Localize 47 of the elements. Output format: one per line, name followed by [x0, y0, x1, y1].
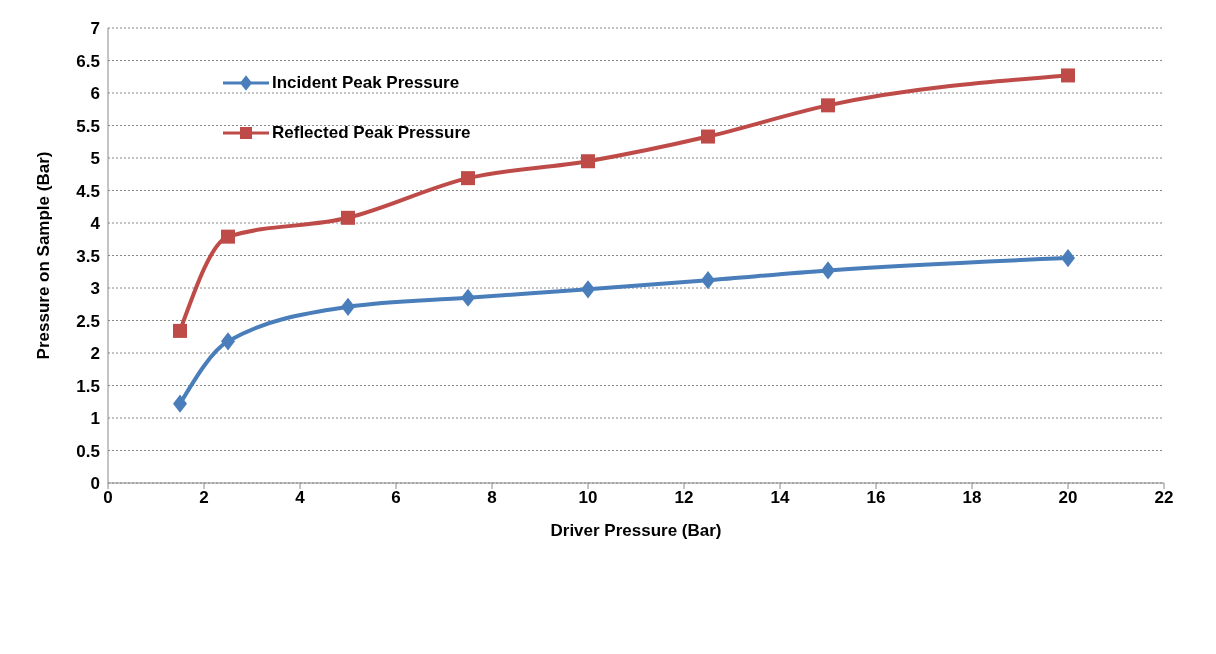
y-tick-label: 4.5 — [76, 181, 100, 201]
point — [821, 98, 835, 113]
x-tick-label: 22 — [1154, 488, 1174, 508]
x-axis-title: Driver Pressure (Bar) — [550, 521, 722, 540]
y-tick-label: 5.5 — [76, 116, 100, 136]
y-tick-label: 0 — [90, 474, 100, 494]
point — [701, 129, 715, 144]
x-tick-label: 6 — [391, 488, 401, 508]
point — [341, 210, 355, 225]
y-tick-label: 3.5 — [76, 246, 100, 266]
point — [701, 271, 715, 290]
y-tick-label: 6.5 — [76, 51, 100, 71]
x-tick-label: 8 — [487, 488, 497, 508]
y-tick-label: 1.5 — [76, 376, 100, 396]
y-tick-label: 2 — [90, 344, 100, 364]
point — [461, 288, 475, 307]
y-tick-label: 6 — [90, 84, 100, 104]
x-tick-label: 16 — [866, 488, 886, 508]
y-tick-label: 5 — [90, 149, 100, 169]
point — [173, 323, 187, 338]
x-tick-label: 0 — [103, 488, 113, 508]
legend-label: Incident Peak Pressure — [272, 73, 460, 93]
y-axis-title: Pressure on Sample (Bar) — [34, 151, 54, 360]
y-tick-label: 1 — [90, 409, 100, 429]
legend-label: Reflected Peak Pressure — [272, 123, 471, 143]
y-tick-label: 4 — [90, 214, 101, 234]
y-tick-label: 7 — [90, 19, 100, 39]
x-tick-label: 14 — [770, 488, 790, 508]
point — [581, 280, 595, 299]
point — [1061, 68, 1075, 83]
x-tick-label: 20 — [1058, 488, 1078, 508]
point — [1061, 249, 1075, 268]
y-tick-label: 2.5 — [76, 311, 100, 331]
x-tick-label: 10 — [578, 488, 598, 508]
point — [581, 154, 595, 169]
x-tick-label: 2 — [199, 488, 209, 508]
point — [221, 332, 235, 351]
point — [341, 297, 355, 316]
y-tick-label: 3 — [90, 279, 100, 299]
point — [173, 394, 187, 413]
point — [221, 229, 235, 244]
x-tick-label: 18 — [962, 488, 982, 508]
point — [461, 171, 475, 186]
point — [821, 261, 835, 280]
y-tick-label: 0.5 — [76, 441, 100, 461]
x-tick-label: 4 — [295, 488, 306, 508]
x-tick-label: 12 — [674, 488, 694, 508]
